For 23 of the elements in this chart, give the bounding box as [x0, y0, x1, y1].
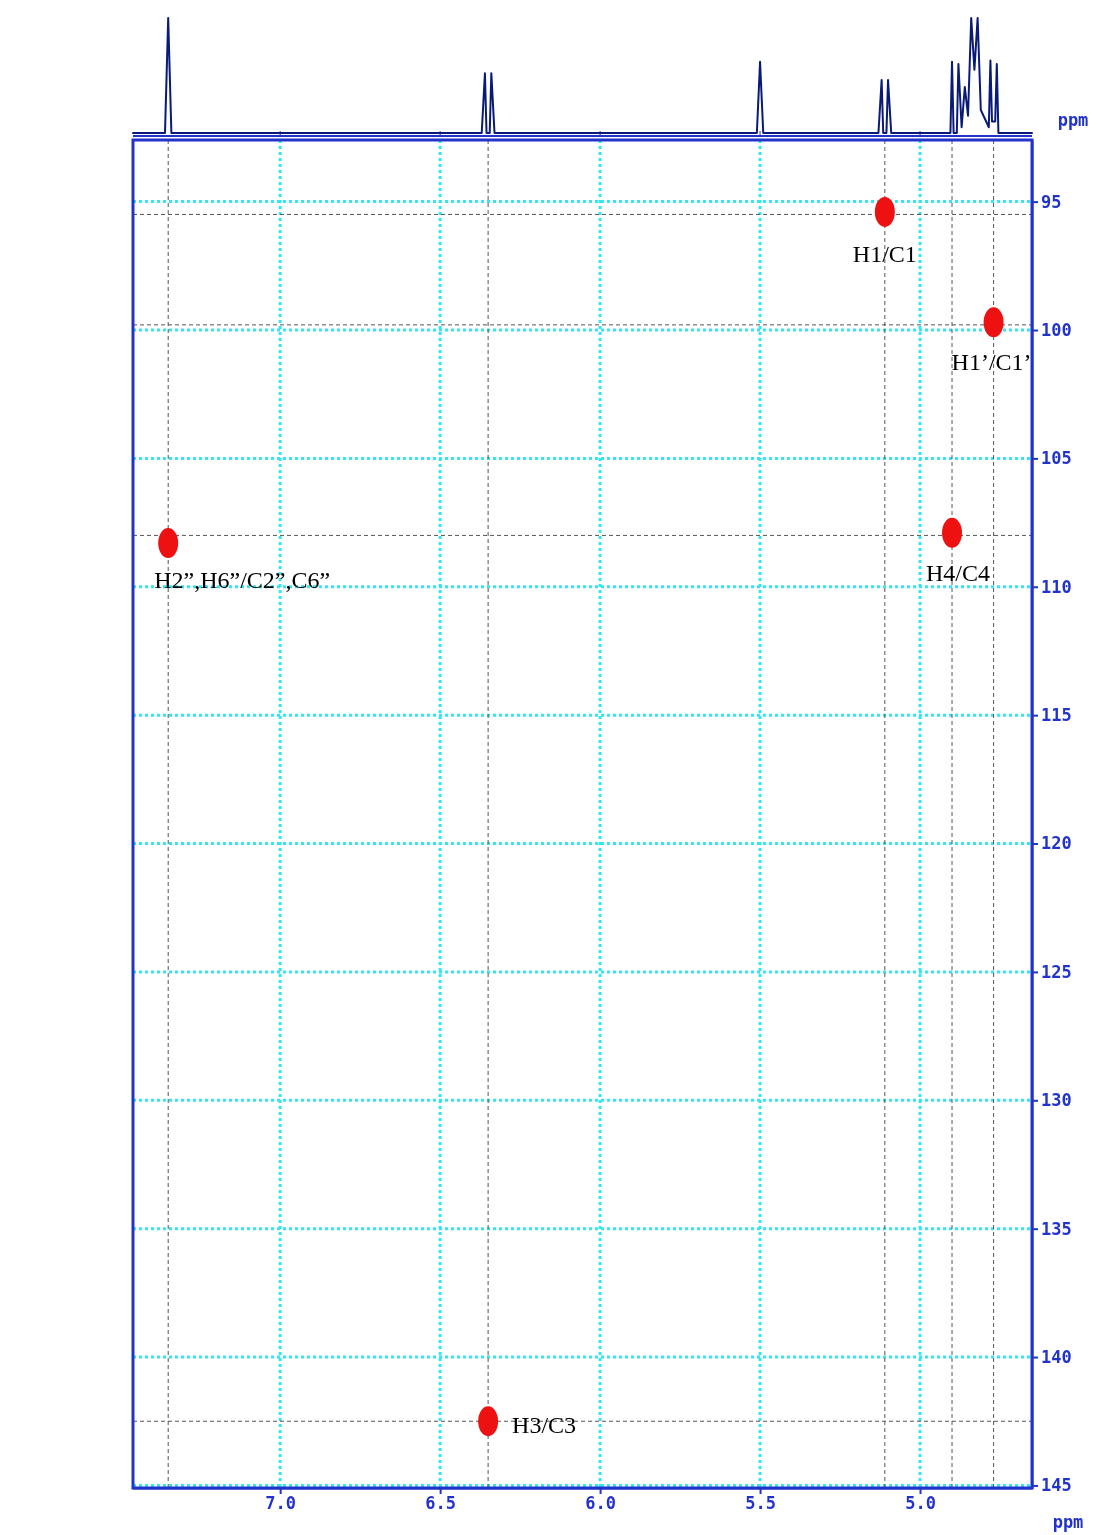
annotation: H4/C4: [926, 559, 991, 586]
x-axis-title: ppm: [1052, 1512, 1084, 1532]
y-tick-label: 140: [1041, 1346, 1072, 1367]
y-tick-label: 145: [1041, 1475, 1072, 1496]
annotation: H1’/C1’: [951, 349, 1032, 376]
y-tick-label: 100: [1041, 319, 1072, 340]
y-tick-label: 95: [1041, 191, 1062, 212]
annotation: H1/C1: [852, 240, 917, 267]
y-tick-label: 115: [1041, 705, 1072, 726]
y-tick-label: 105: [1041, 448, 1072, 469]
y-tick-label: 135: [1041, 1218, 1072, 1239]
y-tick-label: 120: [1041, 833, 1072, 854]
x-tick-label: 6.5: [425, 1493, 456, 1514]
y-tick-label: 125: [1041, 961, 1072, 982]
y-tick-label: 110: [1041, 576, 1072, 597]
annotation: H2”,H6”/C2”,C6”: [154, 567, 331, 594]
x-tick-label: 5.5: [745, 1493, 776, 1514]
x-tick-label: 6.0: [585, 1493, 616, 1514]
y-tick-label: 130: [1041, 1090, 1072, 1111]
x-tick-label: 7.0: [265, 1493, 297, 1514]
x-tick-label: 5.0: [905, 1493, 936, 1514]
y-axis-title: ppm: [1057, 110, 1089, 130]
annotation: H3/C3: [512, 1412, 577, 1439]
